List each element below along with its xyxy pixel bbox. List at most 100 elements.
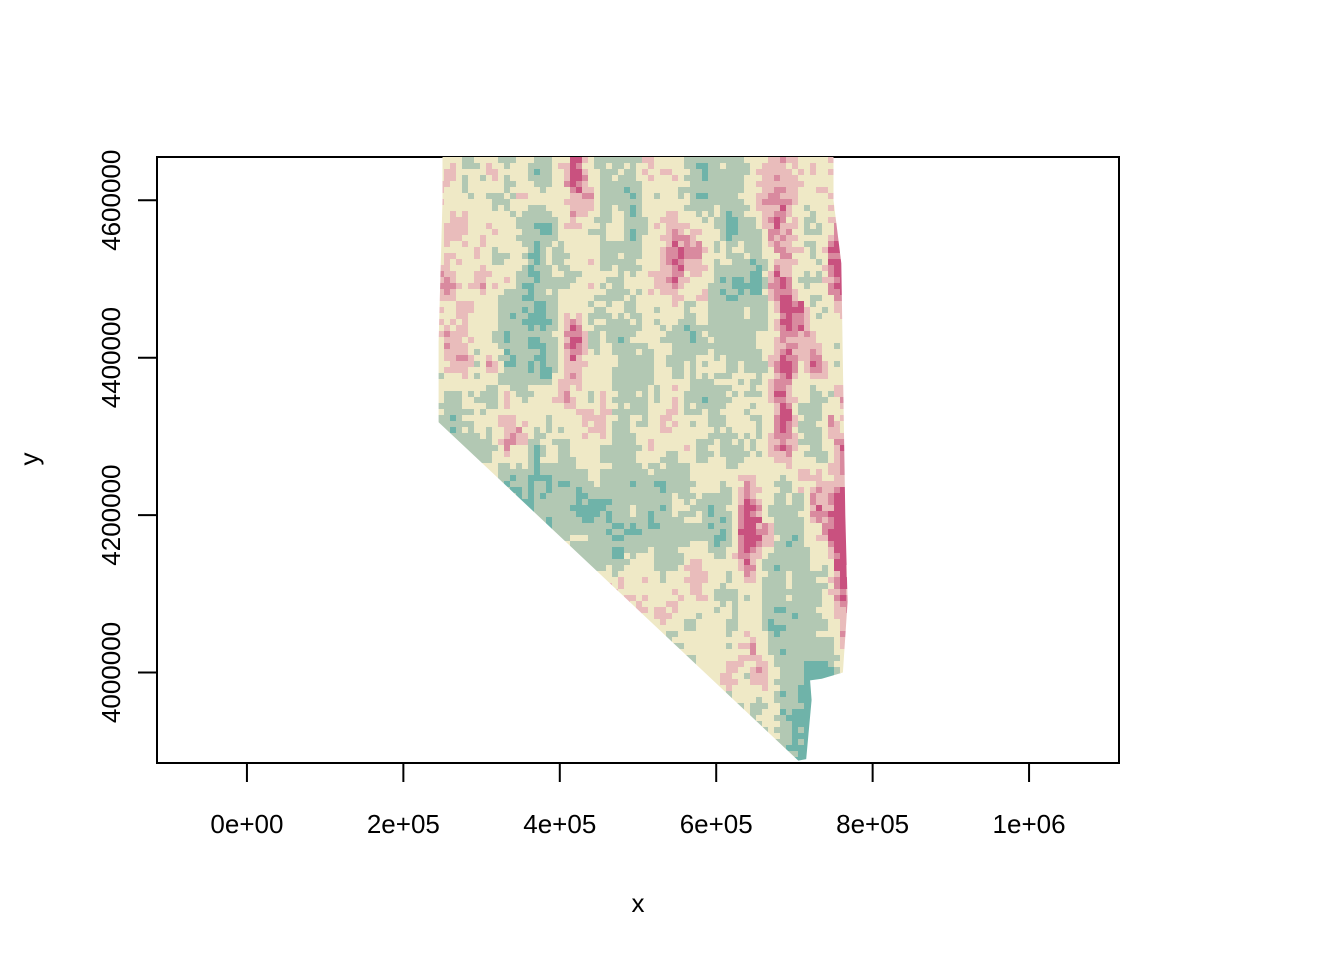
raster-cell (606, 217, 612, 223)
raster-cell (504, 175, 510, 181)
raster-cell (846, 373, 848, 379)
raster-cell (456, 331, 462, 337)
raster-cell (726, 199, 732, 205)
raster-cell (516, 583, 522, 589)
raster-cell (660, 307, 666, 313)
raster-cell (678, 553, 684, 559)
raster-cell (564, 385, 570, 391)
raster-cell (606, 307, 612, 313)
raster-cell (450, 403, 456, 409)
raster-cell (636, 421, 642, 427)
raster-cell (510, 415, 516, 421)
raster-cell (456, 439, 462, 445)
raster-cell (612, 529, 618, 535)
raster-cell (816, 163, 822, 169)
raster-cell (810, 301, 816, 307)
raster-cell (756, 403, 762, 409)
raster-cell (522, 319, 528, 325)
raster-cell (642, 169, 648, 175)
raster-cell (804, 277, 810, 283)
raster-cell (438, 355, 444, 361)
raster-cell (810, 583, 816, 589)
raster-cell (552, 571, 558, 577)
raster-cell (672, 583, 678, 589)
raster-cell (714, 445, 720, 451)
raster-cell (492, 529, 498, 535)
raster-cell (798, 553, 804, 559)
raster-cell (756, 223, 762, 229)
raster-cell (732, 319, 738, 325)
raster-cell (612, 211, 618, 217)
raster-cell (564, 565, 570, 571)
raster-cell (762, 349, 768, 355)
raster-cell (798, 577, 804, 583)
raster-cell (582, 445, 588, 451)
raster-cell (696, 319, 702, 325)
raster-cell (648, 175, 654, 181)
raster-cell (624, 409, 630, 415)
raster-cell (822, 289, 828, 295)
raster-cell (672, 343, 678, 349)
raster-cell (576, 469, 582, 475)
raster-cell (798, 355, 804, 361)
raster-cell (618, 211, 624, 217)
raster-cell (456, 325, 462, 331)
raster-cell (504, 553, 510, 559)
raster-cell (774, 175, 780, 181)
raster-cell (654, 541, 660, 547)
raster-cell (528, 385, 534, 391)
raster-cell (798, 361, 804, 367)
raster-cell (756, 241, 762, 247)
raster-cell (600, 499, 606, 505)
raster-cell (474, 355, 480, 361)
raster-cell (630, 463, 636, 469)
raster-cell (672, 325, 678, 331)
raster-cell (696, 265, 702, 271)
raster-cell (630, 541, 636, 547)
raster-cell (498, 223, 504, 229)
raster-cell (684, 481, 690, 487)
raster-cell (654, 391, 660, 397)
raster-cell (492, 565, 498, 571)
raster-cell (678, 493, 684, 499)
raster-cell (546, 391, 552, 397)
raster-cell (774, 409, 780, 415)
raster-cell (780, 559, 786, 565)
raster-cell (822, 457, 828, 463)
raster-cell (696, 379, 702, 385)
raster-cell (732, 253, 738, 259)
raster-cell (594, 223, 600, 229)
raster-cell (678, 565, 684, 571)
raster-cell (510, 409, 516, 415)
raster-cell (690, 157, 696, 163)
raster-cell (684, 463, 690, 469)
raster-cell (516, 547, 522, 553)
raster-cell (768, 541, 774, 547)
raster-cell (594, 325, 600, 331)
raster-cell (588, 385, 594, 391)
raster-cell (744, 307, 750, 313)
raster-cell (444, 541, 450, 547)
raster-cell (444, 217, 450, 223)
raster-cell (654, 517, 660, 523)
raster-cell (510, 169, 516, 175)
raster-cell (570, 343, 576, 349)
raster-cell (750, 361, 756, 367)
raster-cell (684, 247, 690, 253)
raster-cell (780, 289, 786, 295)
raster-cell (630, 217, 636, 223)
raster-cell (540, 433, 546, 439)
raster-cell (798, 499, 804, 505)
raster-cell (462, 295, 468, 301)
raster-cell (648, 355, 654, 361)
raster-cell (768, 475, 774, 481)
raster-cell (474, 325, 480, 331)
raster-cell (636, 391, 642, 397)
raster-cell (762, 241, 768, 247)
raster-cell (588, 247, 594, 253)
raster-cell (570, 169, 576, 175)
raster-cell (516, 355, 522, 361)
raster-cell (492, 547, 498, 553)
raster-cell (744, 247, 750, 253)
raster-cell (768, 511, 774, 517)
